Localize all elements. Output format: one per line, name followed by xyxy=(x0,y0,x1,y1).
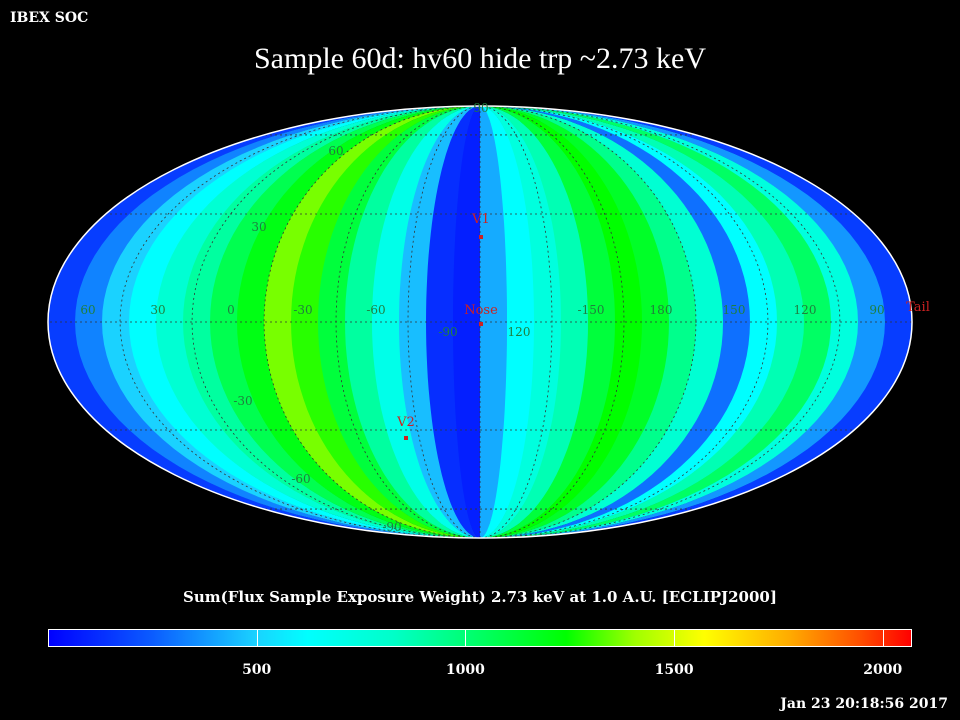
marker-label-tail: Tail xyxy=(906,300,930,315)
colorbar-tick-label: 1000 xyxy=(445,662,485,678)
latitude-label: 60 xyxy=(328,144,343,158)
longitude-label: -90 xyxy=(438,325,457,339)
marker-label-v1: V1 xyxy=(471,212,490,227)
colorbar-tick xyxy=(465,630,467,646)
marker-v1 xyxy=(479,235,483,239)
colorbar xyxy=(48,629,912,647)
meridian-line xyxy=(479,106,697,538)
latitude-label: -90 xyxy=(382,520,401,534)
marker-label-nose: Nose xyxy=(464,303,498,318)
flux-band xyxy=(345,106,480,538)
longitude-label: 30 xyxy=(150,303,165,317)
map-title: Sample 60d: hv60 hide trp ~2.73 keV xyxy=(253,42,706,75)
marker-nose xyxy=(479,322,483,326)
timestamp: Jan 23 20:18:56 2017 xyxy=(780,696,948,712)
latitude-label: -60 xyxy=(291,472,310,486)
flux-band xyxy=(399,106,480,538)
colorbar-tick-label: 2000 xyxy=(863,662,903,678)
flux-band xyxy=(318,106,480,538)
longitude-label: 180 xyxy=(650,303,673,317)
flux-band xyxy=(480,106,643,538)
longitude-label: -150 xyxy=(578,303,605,317)
meridian-line xyxy=(263,106,481,538)
longitude-label: 150 xyxy=(723,303,746,317)
colorbar-tick xyxy=(882,630,884,646)
flux-band xyxy=(480,106,670,538)
colorbar-tick-label: 500 xyxy=(242,662,272,678)
latitude-label: 90 xyxy=(473,101,488,115)
latitude-label: 30 xyxy=(251,220,266,234)
flux-band xyxy=(291,106,480,538)
longitude-label: 120 xyxy=(508,325,531,339)
longitude-label: 120 xyxy=(794,303,817,317)
longitude-label: 60 xyxy=(80,303,95,317)
longitude-label: -30 xyxy=(293,303,312,317)
longitude-label: -60 xyxy=(366,303,385,317)
longitude-label: 0 xyxy=(227,303,235,317)
colorbar-tick-label: 1500 xyxy=(654,662,694,678)
longitude-label: 90 xyxy=(869,303,884,317)
marker-label-v2: V2 xyxy=(396,415,415,430)
marker-v2 xyxy=(404,436,408,440)
org-label: IBEX SOC xyxy=(10,10,89,26)
colorbar-label: Sum(Flux Sample Exposure Weight) 2.73 ke… xyxy=(183,588,777,606)
colorbar-tick xyxy=(674,630,676,646)
flux-band xyxy=(372,106,480,538)
latitude-label: -30 xyxy=(233,394,252,408)
colorbar-tick xyxy=(256,630,258,646)
meridian-line xyxy=(407,106,481,538)
